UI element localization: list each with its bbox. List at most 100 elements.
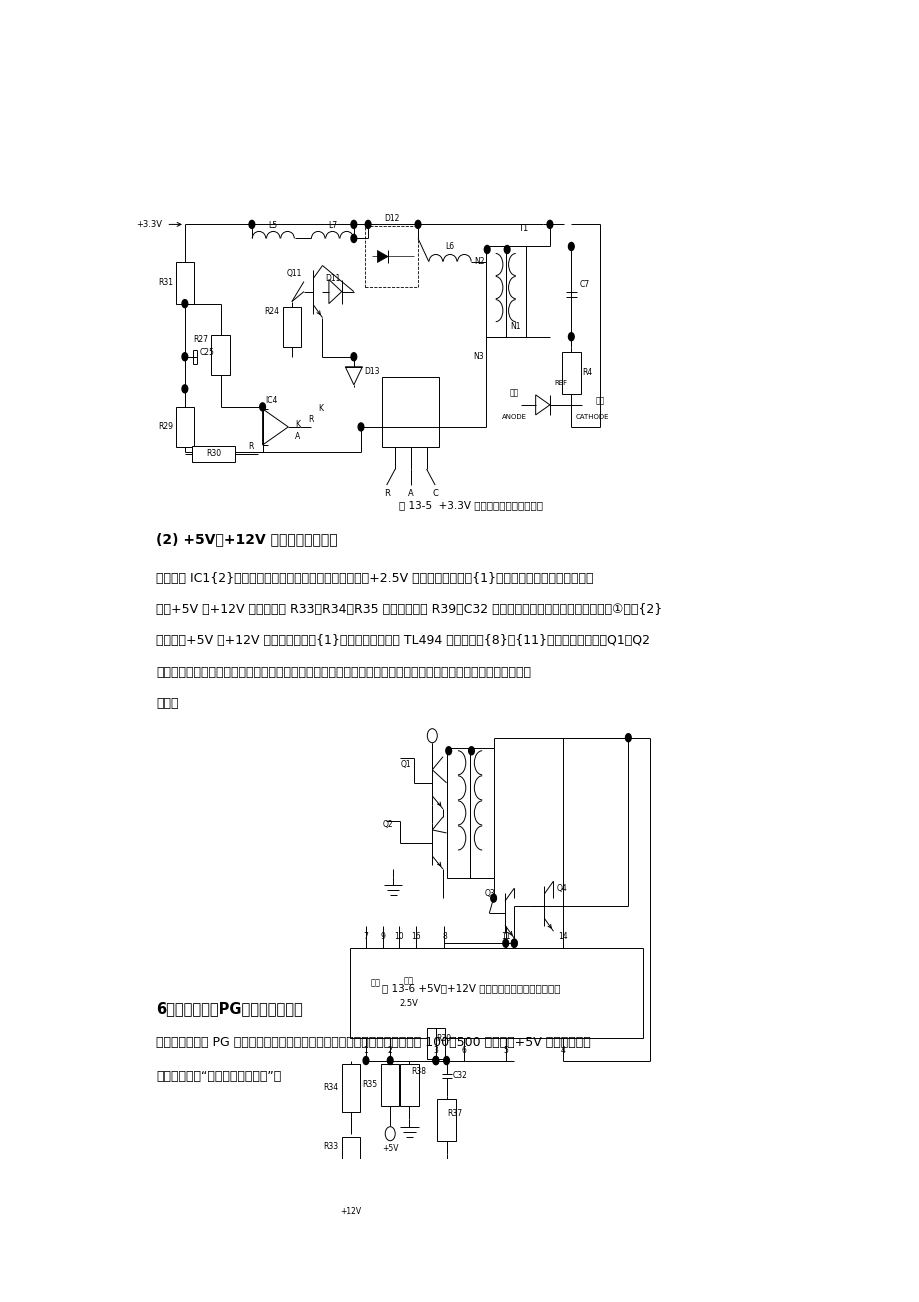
Text: A: A bbox=[408, 488, 414, 497]
Bar bbox=[400, 1064, 418, 1105]
Circle shape bbox=[504, 246, 509, 254]
Text: L7: L7 bbox=[327, 221, 336, 230]
Text: 10: 10 bbox=[393, 932, 403, 941]
Text: 6: 6 bbox=[461, 1046, 466, 1055]
Bar bbox=[211, 335, 230, 375]
Bar bbox=[192, 447, 234, 462]
Text: R: R bbox=[383, 488, 389, 497]
Circle shape bbox=[182, 353, 187, 361]
Polygon shape bbox=[377, 250, 388, 263]
Text: C: C bbox=[432, 488, 437, 497]
Text: 3: 3 bbox=[433, 1046, 437, 1055]
Text: IC4: IC4 bbox=[266, 396, 278, 405]
Circle shape bbox=[387, 1056, 392, 1065]
Text: C32: C32 bbox=[452, 1072, 468, 1081]
Text: K: K bbox=[317, 405, 323, 413]
Text: 脚比较，+5V 或+12V 电压升高，使得{1}脚电压升高，根据 TL494 工作原理，{8}、{11}脚输出脉宽变窄，Q1、Q2: 脚比较，+5V 或+12V 电压升高，使得{1}脚电压升高，根据 TL494 工… bbox=[156, 634, 650, 647]
Text: R38: R38 bbox=[411, 1068, 425, 1075]
Text: R37: R37 bbox=[447, 1109, 462, 1118]
Text: 1: 1 bbox=[363, 1046, 368, 1055]
Circle shape bbox=[351, 220, 357, 228]
Text: 8: 8 bbox=[441, 932, 447, 941]
Text: 相反。: 相反。 bbox=[156, 697, 178, 710]
Text: 导通时间缩短，将导致直流输出电压降低，达到稳定输出电压的目的。当输出端电压降低时，电路稳压过程与上述: 导通时间缩短，将导致直流输出电压降低，达到稳定输出电压的目的。当输出端电压降低时… bbox=[156, 665, 531, 678]
Circle shape bbox=[443, 1056, 448, 1065]
Circle shape bbox=[414, 220, 420, 228]
Text: 阴极: 阴极 bbox=[595, 396, 604, 405]
Circle shape bbox=[511, 939, 516, 948]
Text: C25: C25 bbox=[199, 348, 214, 357]
Text: 由于 IC1{2}脚（内部采样放大器反相端）已固定接入+2.5V 参考电压，同相端{1}脚所需的取样电压来自对电源: 由于 IC1{2}脚（内部采样放大器反相端）已固定接入+2.5V 参考电压，同相… bbox=[156, 573, 593, 586]
Bar bbox=[380, 1064, 399, 1105]
Text: D13: D13 bbox=[364, 367, 380, 376]
Text: 14: 14 bbox=[557, 932, 567, 941]
Bar bbox=[341, 1064, 360, 1112]
Text: K: K bbox=[295, 421, 301, 430]
Text: Q3: Q3 bbox=[483, 888, 494, 897]
Circle shape bbox=[365, 220, 370, 228]
Text: 图 13-6 +5V、+12V 自动稳压控制单元电路原理图: 图 13-6 +5V、+12V 自动稳压控制单元电路原理图 bbox=[381, 983, 561, 993]
Bar bbox=[562, 352, 580, 393]
Text: 2: 2 bbox=[388, 1046, 392, 1055]
Text: R39: R39 bbox=[436, 1034, 450, 1043]
Circle shape bbox=[446, 747, 451, 755]
Bar bbox=[282, 306, 301, 346]
Text: 一般电脑对 PG 信号的要求是：在各组直流稳压电源输出稳定后，再延迟 100～500 毫秒产生+5V 高电平，作为: 一般电脑对 PG 信号的要求是：在各组直流稳压电源输出稳定后，再延迟 100～5… bbox=[156, 1036, 591, 1049]
Text: 基准: 基准 bbox=[403, 976, 414, 986]
Text: 6、自检启动（PG）信号产生电路: 6、自检启动（PG）信号产生电路 bbox=[156, 1001, 302, 1017]
Bar bbox=[350, 948, 641, 1039]
Bar bbox=[176, 408, 194, 447]
Bar bbox=[364, 227, 417, 286]
Text: R4: R4 bbox=[582, 368, 592, 378]
Text: 取样: 取样 bbox=[369, 979, 380, 988]
Circle shape bbox=[483, 246, 490, 254]
Text: 16: 16 bbox=[411, 932, 420, 941]
Text: R29: R29 bbox=[158, 422, 174, 431]
Circle shape bbox=[468, 747, 474, 755]
Text: Q1: Q1 bbox=[400, 760, 411, 769]
Circle shape bbox=[182, 299, 187, 307]
Circle shape bbox=[503, 939, 508, 948]
Circle shape bbox=[547, 220, 552, 228]
Bar bbox=[446, 747, 470, 878]
Bar bbox=[437, 1099, 455, 1141]
Text: +5V: +5V bbox=[381, 1144, 398, 1154]
Text: +3.3V: +3.3V bbox=[136, 220, 162, 229]
Text: 阳极: 阳极 bbox=[509, 388, 518, 397]
Text: N1: N1 bbox=[510, 322, 520, 331]
Circle shape bbox=[568, 333, 573, 341]
Text: 4: 4 bbox=[560, 1046, 564, 1055]
Text: R35: R35 bbox=[362, 1081, 377, 1088]
Circle shape bbox=[625, 734, 630, 742]
Text: R33: R33 bbox=[323, 1142, 338, 1151]
Bar bbox=[426, 1029, 445, 1059]
Text: 5: 5 bbox=[503, 1046, 507, 1055]
Circle shape bbox=[568, 242, 573, 250]
Circle shape bbox=[433, 1056, 438, 1065]
Circle shape bbox=[511, 939, 516, 948]
Circle shape bbox=[259, 402, 266, 411]
Text: REF: REF bbox=[553, 380, 567, 385]
Circle shape bbox=[351, 234, 357, 242]
Circle shape bbox=[357, 423, 363, 431]
Text: 输出+5V 和+12V 经取样电阵 R33、R34、R35 的分压。图中 R39、C32 组成误差放大器负反馈电路。此后将①脚与{2}: 输出+5V 和+12V 经取样电阵 R33、R34、R35 的分压。图中 R39… bbox=[156, 603, 662, 616]
Text: L5: L5 bbox=[268, 221, 278, 230]
Text: 电脑控制器的“自检启动控制信号”。: 电脑控制器的“自检启动控制信号”。 bbox=[156, 1069, 281, 1082]
Text: Q11: Q11 bbox=[286, 270, 301, 279]
Text: CATHODE: CATHODE bbox=[575, 414, 608, 421]
Bar bbox=[382, 376, 439, 447]
Text: ANODE: ANODE bbox=[501, 414, 527, 421]
Text: 9: 9 bbox=[380, 932, 385, 941]
Text: 7: 7 bbox=[363, 932, 368, 941]
Text: Q2: Q2 bbox=[382, 820, 392, 829]
Circle shape bbox=[351, 353, 357, 361]
Text: 11: 11 bbox=[501, 932, 510, 941]
Text: R31: R31 bbox=[158, 279, 174, 286]
Text: +12V: +12V bbox=[340, 1207, 361, 1216]
Bar bbox=[176, 262, 194, 303]
Bar bbox=[485, 246, 505, 337]
Text: 图 13-5  +3.3V 自动稳压单元电路原理图: 图 13-5 +3.3V 自动稳压单元电路原理图 bbox=[399, 500, 543, 510]
Circle shape bbox=[490, 894, 496, 902]
Text: Q4: Q4 bbox=[557, 884, 567, 893]
Bar bbox=[341, 1137, 360, 1178]
